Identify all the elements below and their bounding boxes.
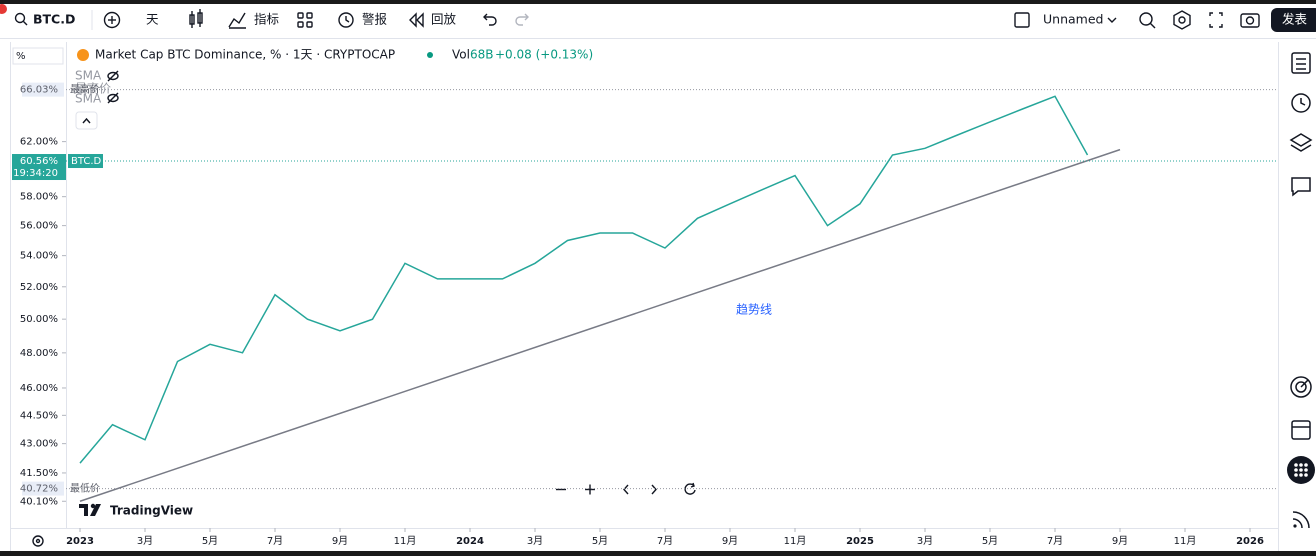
x-tick-label: 11月 — [784, 535, 807, 547]
y-tick-label: 46.00% — [20, 383, 58, 394]
y-tick-label: 50.00% — [20, 314, 58, 325]
price-unit: % — [16, 51, 26, 62]
replay-label[interactable]: 回放 — [431, 12, 457, 27]
x-tick-label: 7月 — [657, 535, 673, 547]
x-tick-label: 9月 — [1112, 535, 1128, 547]
x-tick-label: 2025 — [846, 536, 874, 547]
x-tick-label: 3月 — [917, 535, 933, 547]
scroll-right[interactable] — [642, 479, 666, 500]
x-tick-label: 5月 — [592, 535, 608, 547]
x-tick-label: 2026 — [1236, 536, 1264, 547]
y-tick-label: 44.50% — [20, 410, 58, 421]
x-tick-label: 5月 — [982, 535, 998, 547]
last-price-symbol: BTC.D — [71, 156, 102, 167]
alerts-label[interactable]: 警报 — [362, 12, 388, 27]
y-tick-label: 58.00% — [20, 192, 58, 203]
y-tick-label: 54.00% — [20, 251, 58, 262]
scroll-left[interactable] — [614, 479, 638, 500]
y-tick-label: 52.00% — [20, 282, 58, 293]
chart-title: Market Cap BTC Dominance, % · 1天 · CRYPT… — [95, 48, 395, 62]
interval[interactable]: 天 — [146, 12, 159, 27]
volume-label: Vol — [452, 48, 470, 62]
x-tick-label: 9月 — [332, 535, 348, 547]
top-edge — [0, 0, 1316, 4]
x-tick-label: 7月 — [1047, 535, 1063, 547]
x-tick-label: 3月 — [527, 535, 543, 547]
x-tick-label: 3月 — [137, 535, 153, 547]
layout-name[interactable]: Unnamed — [1043, 12, 1103, 27]
apps[interactable] — [1287, 456, 1315, 484]
x-tick-label: 11月 — [394, 535, 417, 547]
coin-icon — [77, 49, 89, 61]
zoom-out[interactable] — [549, 479, 573, 500]
brand: TradingView — [110, 504, 193, 518]
x-tick-label: 5月 — [202, 535, 218, 547]
reset-view[interactable] — [678, 479, 702, 500]
y-tick-label: 48.00% — [20, 348, 58, 359]
y-tick-label: 56.00% — [20, 221, 58, 232]
collapse-legend[interactable] — [76, 112, 97, 129]
y-tick-label: 40.10% — [20, 496, 58, 507]
x-tick-label: 11月 — [1174, 535, 1197, 547]
zoom-in[interactable] — [578, 479, 602, 500]
bottom-edge — [0, 551, 1316, 556]
price-marker-note: 最高价 — [70, 83, 100, 96]
price-marker-note: 最低价 — [70, 482, 100, 495]
x-tick-label: 2023 — [66, 536, 94, 547]
publish-button[interactable]: 发表 — [1271, 8, 1316, 32]
trendline-label: 趋势线 — [736, 303, 772, 317]
volume-value: 68B — [470, 48, 494, 62]
indicators-label[interactable]: 指标 — [254, 12, 279, 27]
y-tick-label: 62.00% — [20, 137, 58, 148]
countdown: 19:34:20 — [13, 168, 58, 179]
x-tick-label: 2024 — [456, 536, 484, 547]
y-tick-label: 41.50% — [20, 468, 58, 479]
x-tick-label: 7月 — [267, 535, 283, 547]
price-marker-label: 40.72% — [20, 484, 58, 495]
indicator-name[interactable]: SMA — [75, 69, 102, 83]
last-price-label: 60.56% — [20, 156, 58, 167]
x-tick-label: 9月 — [722, 535, 738, 547]
change: +0.08 (+0.13%) — [495, 48, 593, 62]
price-marker-label: 66.03% — [20, 85, 58, 96]
status-dot — [427, 52, 433, 58]
y-tick-label: 43.00% — [20, 439, 58, 450]
publish-label[interactable]: 发表 — [1282, 12, 1308, 27]
symbol[interactable]: BTC.D — [33, 12, 75, 27]
